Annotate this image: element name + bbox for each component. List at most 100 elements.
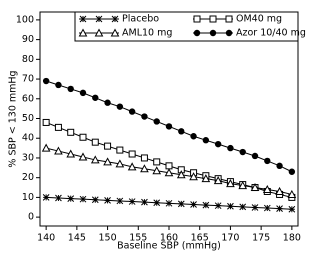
point [152,166,162,175]
point [227,202,234,210]
point [227,144,234,152]
point [201,174,211,183]
point [140,164,149,173]
legend-marker [111,15,119,23]
legend-marker [209,29,217,37]
legend-label: Placebo [122,14,159,25]
point [239,203,247,211]
y-tick-label: 10 [22,192,34,203]
legend-marker [209,15,217,23]
point [140,154,148,162]
point [202,137,210,144]
point [214,140,222,148]
legend-label: Azor 10/40 mg [236,28,306,39]
point [165,162,173,170]
legend-marker [225,15,233,23]
point [177,200,185,208]
point [67,85,74,93]
legend-marker [225,29,233,37]
point [116,197,124,205]
point [128,198,136,205]
point [165,123,173,130]
x-tick-label: 175 [252,233,270,244]
x-tick-label: 140 [37,233,55,244]
point [79,133,87,141]
legend-marker [193,29,201,37]
point [153,158,161,166]
legend-label: OM40 mg [236,14,282,25]
legend-marker [110,28,120,37]
y-tick-label: 40 [22,133,34,144]
point [54,146,63,155]
y-tick-label: 80 [22,54,34,65]
point [92,94,99,101]
x-tick-label: 160 [160,233,178,244]
legend-marker [95,15,103,23]
point [78,152,88,161]
legend-marker [94,28,104,37]
point [103,157,112,166]
point [116,146,124,154]
y-tick-label: 100 [16,14,34,25]
point [104,197,111,204]
point [128,150,136,158]
y-axis-label: % SBP < 130 mmHg [8,70,19,167]
point [67,195,75,202]
point [42,194,50,201]
point [287,189,297,198]
point [127,162,137,171]
point [275,186,284,195]
point [104,99,111,106]
point [190,133,197,140]
y-tick-label: 20 [22,172,34,183]
x-tick-label: 170 [221,233,239,244]
plot-frame [39,11,299,227]
legend-label: AML10 mg [122,28,172,39]
y-tick-label: 50 [22,113,34,124]
point [202,201,210,209]
point [91,138,99,146]
y-tick-label: 60 [22,93,34,104]
point [91,196,99,204]
point [189,172,198,181]
point [238,181,248,190]
point [128,108,136,115]
point [164,168,174,177]
point [288,168,296,175]
point [276,162,283,170]
point [42,118,50,126]
point [153,199,161,207]
point [55,81,62,89]
legend-marker [79,15,87,23]
x-tick-label: 145 [68,233,86,244]
x-tick-label: 180 [283,233,301,244]
point [213,176,223,185]
point [66,149,76,158]
legend-marker [78,28,88,37]
point [165,199,173,207]
x-tick-label: 155 [129,233,147,244]
point [288,205,296,213]
point [42,77,50,85]
y-tick-label: 70 [22,74,34,85]
point [239,148,246,156]
chart: Baseline SBP (mmHg) % SBP < 130 mmHg 0 10… [8,11,306,252]
point [153,118,160,125]
x-tick-label: 150 [99,233,117,244]
point [90,155,100,164]
point [41,143,51,152]
y-tick-label: 30 [22,152,34,163]
point [251,204,259,211]
point [116,103,124,110]
point [251,152,259,160]
legend-marker [193,15,201,23]
point [190,201,197,208]
point [55,194,62,202]
x-tick-label: 165 [191,233,209,244]
y-tick-label: 0 [28,212,34,223]
x-axis-label: Baseline SBP (mmHg) [117,241,221,252]
y-tick-label: 90 [22,34,34,45]
point [104,142,112,150]
point [276,205,283,212]
point [54,123,62,131]
